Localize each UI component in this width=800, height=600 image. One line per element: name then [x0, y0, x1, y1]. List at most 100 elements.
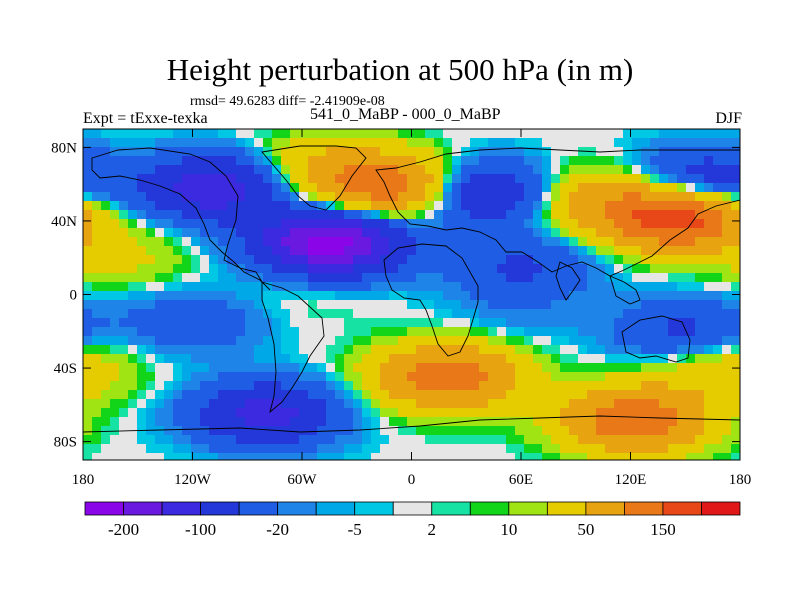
- field-cell: [380, 183, 390, 193]
- field-cell: [722, 264, 732, 274]
- field-cell: [371, 318, 381, 328]
- field-cell: [605, 282, 615, 292]
- field-cell: [713, 291, 723, 301]
- field-cell: [389, 228, 399, 238]
- field-cell: [254, 156, 264, 166]
- field-cell: [290, 174, 300, 184]
- field-cell: [254, 183, 264, 193]
- field-cell: [488, 138, 498, 148]
- field-cell: [353, 390, 363, 400]
- field-cell: [272, 408, 282, 418]
- field-cell: [452, 381, 462, 391]
- field-cell: [398, 264, 408, 274]
- field-cell: [83, 318, 93, 328]
- field-cell: [470, 129, 480, 139]
- field-cell: [587, 219, 597, 229]
- field-cell: [344, 408, 354, 418]
- field-cell: [479, 435, 489, 445]
- field-cell: [668, 237, 678, 247]
- field-cell: [425, 246, 435, 256]
- field-cell: [218, 354, 228, 364]
- field-cell: [218, 309, 228, 319]
- field-cell: [254, 381, 264, 391]
- field-cell: [155, 282, 165, 292]
- field-cell: [686, 435, 696, 445]
- field-cell: [281, 219, 291, 229]
- field-cell: [533, 255, 543, 265]
- field-cell: [524, 273, 534, 283]
- colorbar-swatch: [84, 501, 124, 516]
- field-cell: [614, 399, 624, 409]
- field-cell: [497, 246, 507, 256]
- field-cell: [551, 183, 561, 193]
- field-cell: [182, 219, 192, 229]
- field-cell: [533, 336, 543, 346]
- field-cell: [326, 318, 336, 328]
- field-cell: [452, 183, 462, 193]
- field-cell: [569, 381, 579, 391]
- field-cell: [191, 309, 201, 319]
- field-cell: [371, 426, 381, 436]
- field-cell: [182, 363, 192, 373]
- field-cell: [722, 309, 732, 319]
- field-cell: [191, 201, 201, 211]
- field-cell: [425, 453, 435, 460]
- field-cell: [677, 363, 687, 373]
- field-cell: [542, 183, 552, 193]
- field-cell: [416, 156, 426, 166]
- field-cell: [128, 129, 138, 139]
- field-cell: [452, 435, 462, 445]
- field-cell: [479, 246, 489, 256]
- field-cell: [515, 264, 525, 274]
- field-cell: [173, 336, 183, 346]
- field-cell: [254, 273, 264, 283]
- field-cell: [110, 174, 120, 184]
- field-cell: [722, 300, 732, 310]
- field-cell: [299, 390, 309, 400]
- field-cell: [218, 426, 228, 436]
- field-cell: [299, 381, 309, 391]
- field-cell: [137, 156, 147, 166]
- field-cell: [254, 291, 264, 301]
- field-cell: [632, 165, 642, 175]
- field-cell: [434, 336, 444, 346]
- field-cell: [389, 174, 399, 184]
- field-cell: [344, 372, 354, 382]
- field-cell: [533, 165, 543, 175]
- field-cell: [596, 363, 606, 373]
- field-cell: [506, 273, 516, 283]
- field-cell: [596, 327, 606, 337]
- field-cell: [200, 435, 210, 445]
- field-cell: [668, 228, 678, 238]
- field-cell: [497, 318, 507, 328]
- field-cell: [281, 183, 291, 193]
- field-cell: [596, 309, 606, 319]
- field-cell: [506, 156, 516, 166]
- field-cell: [551, 318, 561, 328]
- field-cell: [164, 399, 174, 409]
- field-cell: [461, 399, 471, 409]
- field-cell: [83, 399, 93, 409]
- field-cell: [146, 192, 156, 202]
- field-cell: [290, 219, 300, 229]
- field-cell: [389, 291, 399, 301]
- x-tick-label: 60E: [509, 472, 533, 488]
- field-cell: [227, 435, 237, 445]
- field-cell: [425, 435, 435, 445]
- coastline-south-america: [261, 281, 325, 414]
- field-cell: [524, 165, 534, 175]
- field-cell: [515, 237, 525, 247]
- field-cell: [317, 192, 327, 202]
- field-cell: [533, 417, 543, 427]
- field-cell: [281, 345, 291, 355]
- field-cell: [164, 255, 174, 265]
- field-cell: [128, 165, 138, 175]
- field-cell: [416, 201, 426, 211]
- field-cell: [722, 228, 732, 238]
- field-cell: [254, 408, 264, 418]
- field-cell: [389, 408, 399, 418]
- field-cell: [470, 255, 480, 265]
- field-cell: [407, 246, 417, 256]
- field-cell: [443, 192, 453, 202]
- field-cell: [137, 255, 147, 265]
